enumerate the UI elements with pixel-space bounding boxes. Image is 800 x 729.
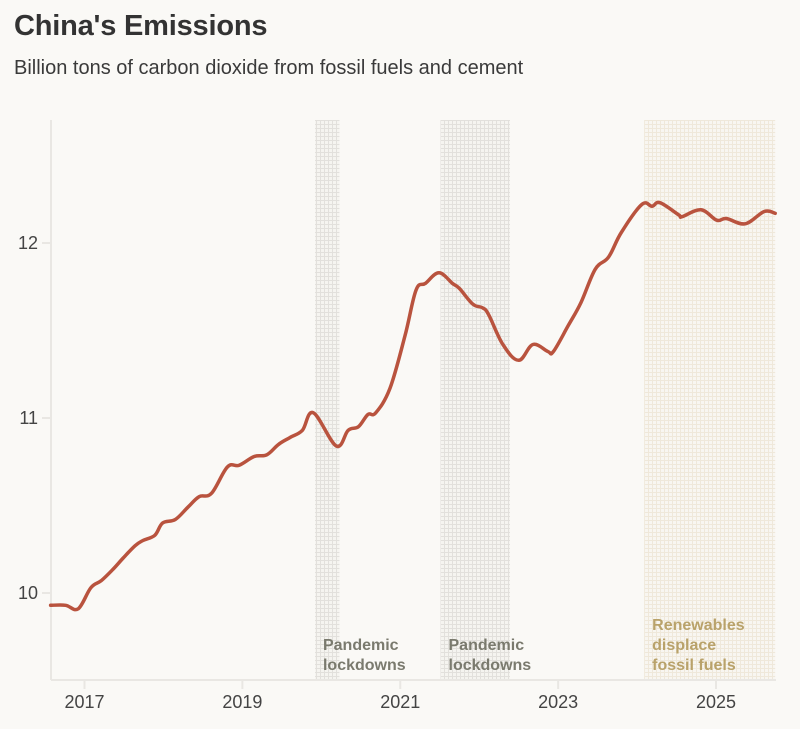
annotation-label-line: displace <box>652 637 716 654</box>
pandemic-band <box>314 120 340 680</box>
y-axis-ticks: 10 11 12 <box>18 233 51 603</box>
x-tick-label: 2025 <box>696 692 736 712</box>
pandemic-label: Pandemic lockdowns <box>323 637 406 674</box>
annotation-label-line: lockdowns <box>449 657 532 674</box>
x-tick-label: 2023 <box>538 692 578 712</box>
x-tick-label: 2021 <box>380 692 420 712</box>
chart-subtitle: Billion tons of carbon dioxide from foss… <box>14 57 524 79</box>
annotation-label-line: lockdowns <box>323 657 406 674</box>
y-tick-label: 11 <box>19 408 38 428</box>
annotation-label-line: fossil fuels <box>652 657 736 674</box>
axes: 10 11 12 2017 2019 2021 2023 2025 <box>18 120 776 712</box>
emissions-line <box>48 200 777 612</box>
pandemic-band <box>440 120 510 680</box>
annotation-label-line: Pandemic <box>323 637 399 654</box>
annotation-label-line: Renewables <box>652 617 745 634</box>
y-tick-label: 10 <box>18 583 38 603</box>
chart-title: China's Emissions <box>14 10 268 42</box>
annotation-labels: Pandemic lockdowns Pandemic lockdowns Renewa… <box>323 617 745 674</box>
y-tick-label: 12 <box>18 233 38 253</box>
pandemic-label: Pandemic lockdowns <box>449 637 532 674</box>
x-tick-label: 2019 <box>222 692 262 712</box>
renewables-label: Renewables displace fossil fuels <box>652 617 745 674</box>
annotation-label-line: Pandemic <box>449 637 525 654</box>
x-axis-ticks: 2017 2019 2021 2023 2025 <box>64 680 736 712</box>
x-tick-label: 2017 <box>64 692 104 712</box>
